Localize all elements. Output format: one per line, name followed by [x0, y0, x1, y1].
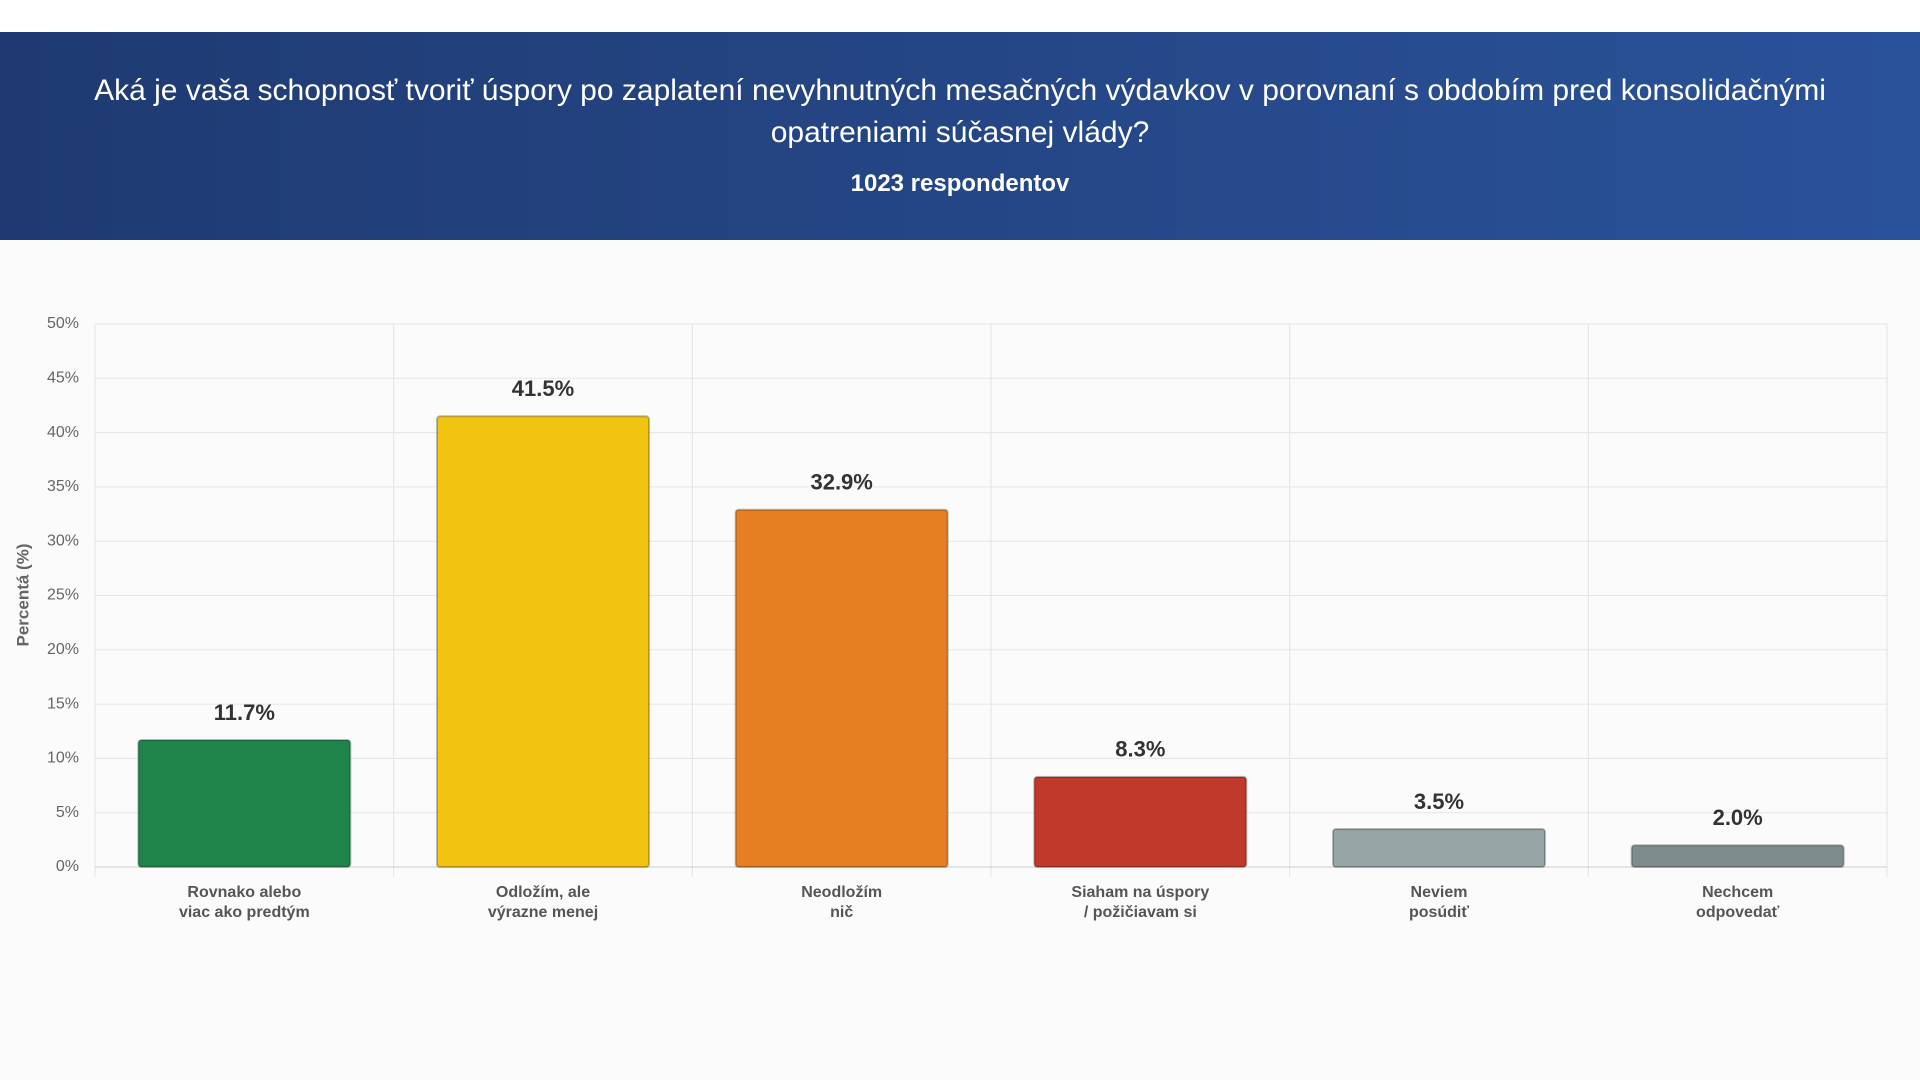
x-tick-label: Nechcem [1702, 884, 1773, 901]
y-tick-label: 30% [47, 532, 79, 549]
header: Aká je vaša schopnosť tvoriť úspory po z… [0, 32, 1920, 240]
x-tick-label: / požičiavam si [1084, 904, 1197, 921]
x-tick-label: Rovnako alebo [187, 884, 301, 901]
chart-title: Aká je vaša schopnosť tvoriť úspory po z… [94, 74, 1826, 149]
chart-subtitle: 1023 respondentov [850, 170, 1070, 197]
x-tick-label: nič [830, 904, 853, 921]
x-tick-label: posúdiť [1409, 904, 1469, 921]
y-tick-label: 20% [47, 641, 79, 658]
y-tick-label: 10% [47, 750, 79, 767]
y-tick-label: 0% [56, 858, 79, 875]
x-tick-label: Neviem [1411, 884, 1468, 901]
y-tick-label: 45% [47, 370, 79, 387]
y-tick-label: 25% [47, 587, 79, 604]
y-tick-label: 15% [47, 695, 79, 712]
y-tick-label: 35% [47, 478, 79, 495]
x-tick-label: viac ako predtým [179, 904, 310, 921]
value-label: 2.0% [1713, 805, 1763, 830]
top-strip [0, 0, 1920, 32]
y-tick-label: 40% [47, 424, 79, 441]
x-tick-label: odpovedať [1696, 904, 1780, 921]
x-tick-label: Siaham na úspory [1071, 884, 1209, 901]
value-label: 41.5% [512, 376, 574, 401]
x-tick-label: výrazne menej [488, 904, 598, 921]
chart: Percentá (%) 0% 5% 10% 15% 20% 25% 30% 35% 40% 45… [13, 315, 1888, 921]
x-tick-label: Neodložím [801, 884, 882, 901]
bar [1331, 827, 1547, 868]
y-tick-label: 50% [47, 315, 79, 332]
bar [1630, 844, 1845, 869]
value-label: 8.3% [1115, 737, 1165, 762]
bar [435, 415, 651, 868]
y-tick-label: 5% [56, 804, 79, 821]
bar [137, 738, 352, 868]
bar [1033, 775, 1248, 868]
value-label: 11.7% [214, 700, 275, 725]
bar [734, 508, 949, 868]
x-tick-label: Odložím, ale [496, 884, 590, 901]
value-label: 32.9% [810, 470, 872, 495]
value-label: 3.5% [1414, 789, 1464, 814]
y-axis-label: Percentá (%) [13, 544, 32, 647]
